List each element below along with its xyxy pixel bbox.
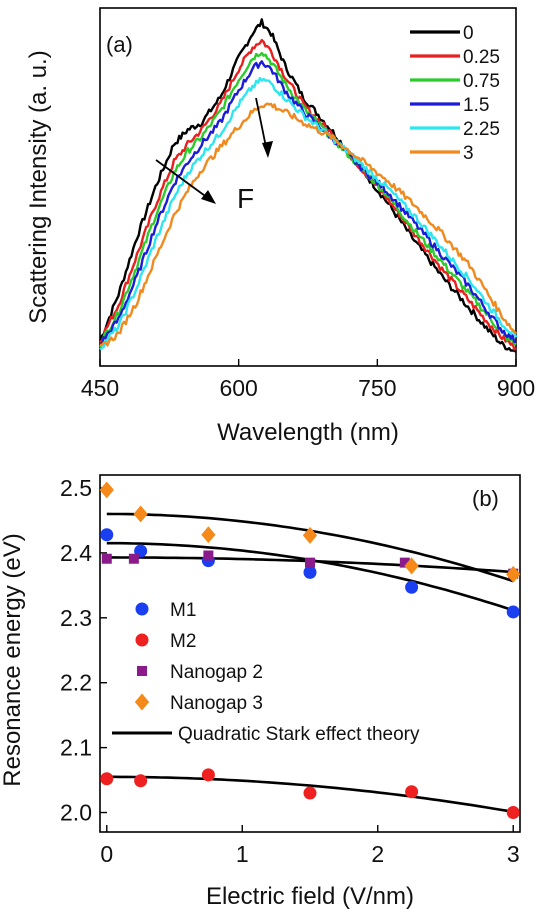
data-point-nanogap-2 (203, 550, 214, 561)
legend-label-b: Nanogap 2 (170, 662, 263, 683)
y-axis-title-b: Resonance energy (eV) (0, 533, 26, 786)
legend-label-a: 0.25 (463, 47, 500, 68)
data-point-m1 (506, 605, 520, 619)
data-point-nanogap-2 (305, 557, 315, 568)
y-tick-label-b: 2.5 (60, 475, 92, 501)
legend-label-b: Quadratic Stark effect theory (178, 724, 420, 745)
data-point-nanogap-3 (133, 505, 148, 523)
spectrum-line-0 (98, 18, 517, 353)
data-point-m1 (100, 528, 114, 542)
arrow-peak-head (262, 141, 273, 158)
arrow-left-head (201, 190, 216, 204)
panel-b-resonance-chart: 0 1 2 3 2.0 2.1 2.2 2.3 2.4 2.5 (b) Electric fiel… (0, 474, 521, 910)
legend-swatch-b (134, 693, 150, 711)
data-point-nanogap-2 (399, 557, 410, 568)
plot-frame-b (99, 474, 521, 833)
legend-label-b: M1 (170, 600, 196, 621)
x-tick-label-b: 1 (236, 841, 249, 867)
x-tick-label-a: 750 (358, 375, 396, 401)
data-point-m2 (506, 806, 520, 820)
y-tick-label-b: 2.3 (60, 605, 92, 631)
x-axis-title-a: Wavelength (nm) (217, 419, 399, 446)
data-point-nanogap-3 (506, 565, 521, 583)
legend-label-b: Nanogap 3 (170, 693, 263, 714)
legend-label-b: M2 (170, 631, 196, 652)
data-point-m2 (303, 786, 317, 800)
data-point-nanogap-3 (404, 557, 419, 575)
stark-fit-curve-3 (106, 775, 514, 814)
data-point-nanogap-3 (201, 526, 216, 544)
legend-swatch-b (135, 602, 149, 616)
spectrum-line-2 (99, 51, 517, 348)
legend-label-a: 0.75 (463, 71, 500, 92)
x-axis-ticks-a: 450 600 750 900 (81, 359, 535, 401)
legend-swatch-b (135, 633, 149, 647)
resonance-data-points (99, 481, 521, 820)
data-point-m2 (201, 768, 215, 782)
data-point-nanogap-3 (99, 481, 114, 499)
annotation-field: F (237, 183, 254, 214)
y-tick-label-b: 2.2 (60, 670, 92, 696)
data-point-m2 (100, 772, 114, 786)
y-tick-label-b: 2.0 (60, 800, 92, 826)
legend-label-a: 1.5 (463, 95, 489, 116)
data-point-m1 (405, 580, 419, 594)
spectrum-line-1 (99, 38, 517, 351)
x-tick-label-a: 450 (81, 375, 119, 401)
legend-a: 0 0.25 0.75 1.5 2.25 3 (410, 23, 500, 164)
x-axis-title-b: Electric field (V/nm) (206, 883, 414, 910)
data-point-nanogap-2 (101, 553, 112, 564)
data-point-nanogap-3 (302, 526, 318, 544)
y-tick-label-b: 2.1 (60, 735, 92, 761)
field-arrows: F (155, 97, 273, 214)
data-point-nanogap-2 (128, 553, 139, 564)
x-tick-label-b: 3 (507, 841, 520, 867)
legend-b: M1 M2 Nanogap 2 Nanogap 3 Quadratic Stark ef… (112, 600, 420, 745)
legend-label-a: 2.25 (463, 119, 500, 140)
x-tick-label-a: 900 (497, 375, 535, 401)
axis-ticks-b: 0 1 2 3 2.0 2.1 2.2 2.3 2.4 2.5 (60, 475, 520, 867)
y-axis-title-a: Scattering Intensity (a. u.) (25, 50, 52, 323)
x-tick-label-b: 2 (371, 841, 384, 867)
spectrum-line-5 (99, 102, 517, 347)
arrow-left-shift (155, 159, 213, 202)
spectrum-line-4 (99, 76, 518, 351)
data-point-m1 (303, 565, 317, 579)
x-tick-label-a: 600 (219, 375, 257, 401)
legend-label-a: 0 (463, 23, 474, 44)
spectra-series-group (98, 18, 518, 353)
panel-label-a: (a) (106, 32, 133, 57)
data-point-m2 (134, 774, 148, 788)
panel-label-b: (b) (472, 486, 499, 511)
panel-a-spectra-chart: 450 600 750 900 (a) Wavelength (nm) Scatter… (25, 7, 535, 446)
data-point-m2 (405, 785, 419, 799)
y-tick-label-b: 2.4 (60, 540, 92, 566)
x-tick-label-b: 0 (100, 841, 113, 867)
legend-label-a: 3 (463, 143, 474, 164)
plot-frame-a (99, 7, 517, 367)
legend-swatch-b (137, 666, 147, 676)
